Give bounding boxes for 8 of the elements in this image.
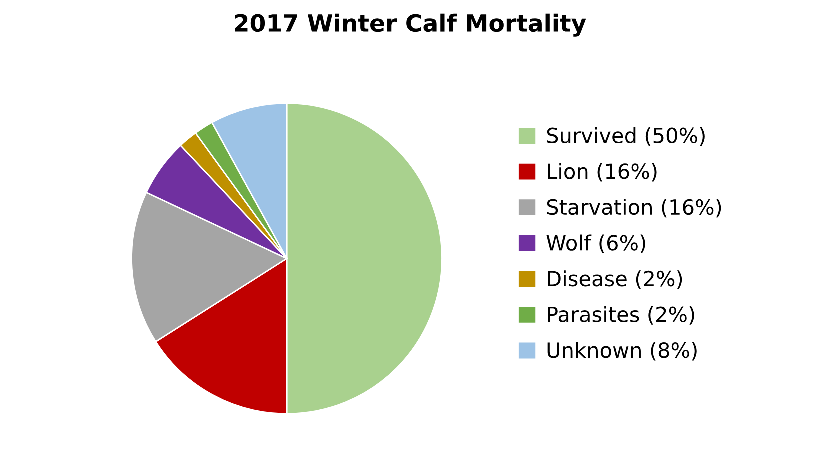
legend-label: Parasites (2%) (548, 306, 694, 325)
chart-title: 2017 Winter Calf Mortality (235, 14, 586, 37)
legend-label: Wolf (6%) (546, 234, 646, 254)
legend-label: Lion (16%) (548, 163, 657, 182)
legend-label: Disease (2%) (548, 270, 682, 290)
legend-label: Starvation (16%) (547, 198, 722, 218)
legend-label: Unknown (8%) (548, 342, 697, 361)
legend-label: Survived (50%) (547, 127, 705, 146)
